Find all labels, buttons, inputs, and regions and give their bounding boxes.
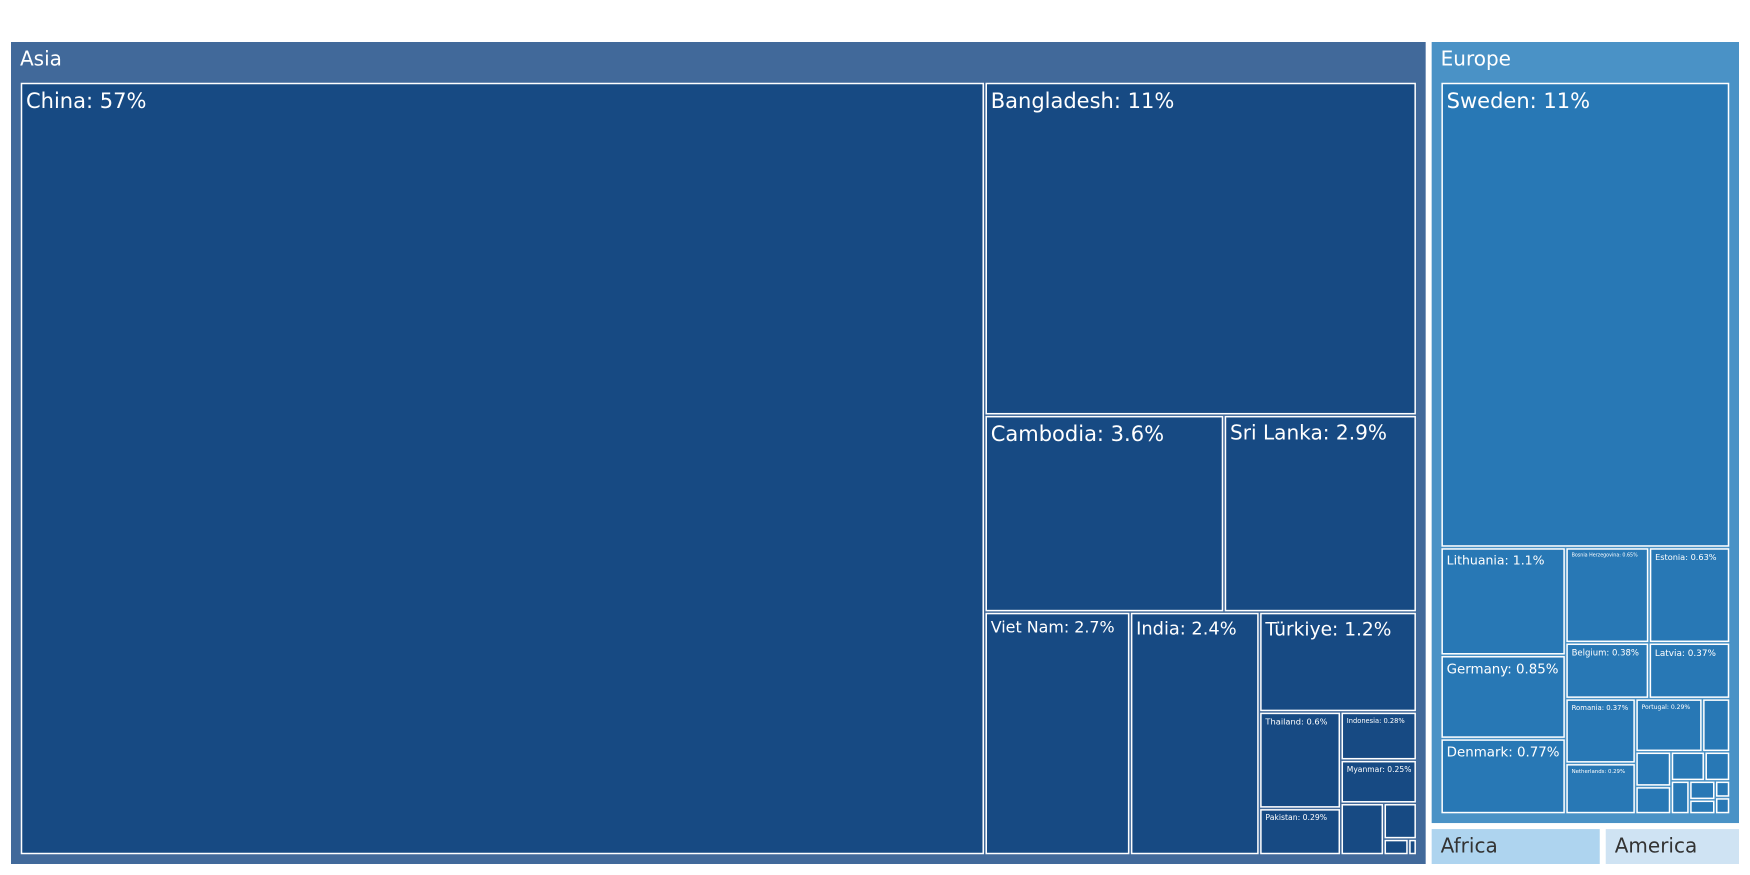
tile-label: Türkiye: 1.2% [1264,620,1391,641]
region-box [1605,829,1739,864]
region-label: America [1615,834,1698,858]
tile [1690,800,1715,814]
region-box [1431,829,1600,864]
tile [1705,752,1730,781]
tile [1384,804,1416,839]
tile-label: Germany: 0.85% [1447,662,1559,677]
tile [1566,548,1649,643]
tile [1566,699,1635,763]
tile [1260,712,1341,808]
tile [985,82,1416,415]
tile-label: Sweden: 11% [1447,89,1590,113]
tile [1341,712,1416,760]
tile-label: Viet Nam: 2.7% [991,617,1115,636]
tile [1671,781,1689,814]
tile-label: Sri Lanka: 2.9% [1230,421,1387,445]
tile-label: Myanmar: 0.25% [1347,765,1412,774]
tile [1636,699,1702,752]
tile-label: China: 57% [26,89,146,113]
tile-label: Netherlands: 0.29% [1572,769,1626,775]
tile [1715,798,1730,814]
tile [20,82,984,855]
tile-label: Portugal: 0.29% [1642,704,1691,711]
tile [1566,643,1649,698]
tile-label: Cambodia: 3.6% [991,422,1164,446]
region-label: Asia [20,47,62,71]
tile-label: Thailand: 0.6% [1264,717,1327,727]
tile [1441,739,1565,814]
tile-label: Latvia: 0.37% [1655,649,1716,659]
tile [1441,656,1565,738]
tile [1384,839,1408,855]
tile-label: Lithuania: 1.1% [1447,552,1545,567]
tile [1341,804,1384,855]
tile [1715,781,1730,797]
tile [1341,760,1416,803]
tile [1441,82,1730,547]
tile-label: Indonesia: 0.28% [1347,717,1405,725]
tile [1260,809,1341,855]
tile-label: Estonia: 0.63% [1655,552,1717,562]
tile [1260,612,1416,712]
tile-label: Denmark: 0.77% [1447,746,1560,761]
tile [1636,752,1671,786]
tile [985,415,1224,612]
tile [1409,839,1416,855]
tile [1703,699,1730,752]
tile [1690,781,1715,800]
tile [1441,548,1565,655]
tile [1649,548,1730,643]
tile-label: India: 2.4% [1136,618,1236,639]
region-label: Africa [1441,834,1498,858]
tile [1671,752,1704,781]
tile [1649,643,1730,698]
tile [1636,787,1671,814]
tile [1566,764,1635,814]
tile-label: Bangladesh: 11% [991,89,1175,113]
tile-label: Romania: 0.37% [1572,704,1629,712]
tile-label: Belgium: 0.38% [1572,649,1639,659]
tile [1224,415,1416,612]
tile-label: Pakistan: 0.29% [1265,813,1327,822]
tile-label: Bosnia Herzegovina: 0.65% [1572,553,1639,559]
region-label: Europe [1441,47,1511,71]
tile [1130,612,1259,855]
tile [985,612,1130,855]
